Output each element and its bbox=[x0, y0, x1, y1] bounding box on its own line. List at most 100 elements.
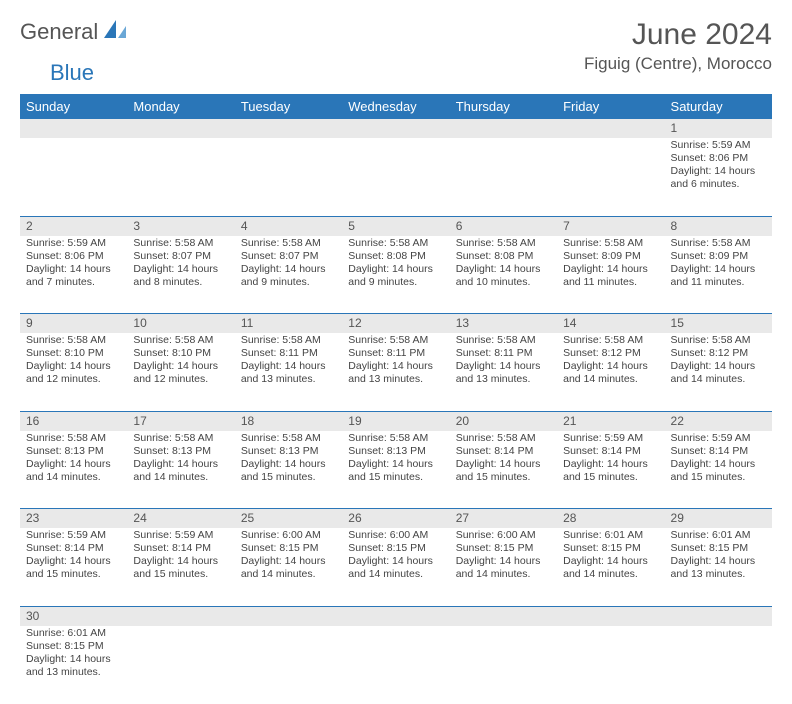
day-data-cell: Sunrise: 5:58 AMSunset: 8:10 PMDaylight:… bbox=[20, 333, 127, 411]
day-number-cell: 7 bbox=[557, 216, 664, 236]
daylight-line: Daylight: 14 hours and 12 minutes. bbox=[133, 360, 228, 386]
weekday-header: Friday bbox=[557, 94, 664, 119]
daylight-line: Daylight: 14 hours and 13 minutes. bbox=[671, 555, 766, 581]
sunset-line: Sunset: 8:14 PM bbox=[671, 445, 766, 458]
sunrise-line: Sunrise: 5:58 AM bbox=[241, 334, 336, 347]
day-data-cell: Sunrise: 6:00 AMSunset: 8:15 PMDaylight:… bbox=[450, 528, 557, 606]
day-number-cell bbox=[342, 606, 449, 626]
day-number-cell bbox=[665, 606, 772, 626]
daylight-line: Daylight: 14 hours and 13 minutes. bbox=[348, 360, 443, 386]
day-data-cell bbox=[450, 138, 557, 216]
daylight-line: Daylight: 14 hours and 14 minutes. bbox=[348, 555, 443, 581]
day-data-cell: Sunrise: 5:58 AMSunset: 8:13 PMDaylight:… bbox=[235, 431, 342, 509]
daylight-line: Daylight: 14 hours and 15 minutes. bbox=[456, 458, 551, 484]
daynum-row: 1 bbox=[20, 119, 772, 138]
daylight-line: Daylight: 14 hours and 14 minutes. bbox=[26, 458, 121, 484]
sunrise-line: Sunrise: 6:00 AM bbox=[348, 529, 443, 542]
day-data-cell bbox=[342, 626, 449, 704]
day-number-cell: 27 bbox=[450, 509, 557, 529]
sunset-line: Sunset: 8:14 PM bbox=[26, 542, 121, 555]
sunset-line: Sunset: 8:08 PM bbox=[348, 250, 443, 263]
sunset-line: Sunset: 8:10 PM bbox=[26, 347, 121, 360]
daylight-line: Daylight: 14 hours and 14 minutes. bbox=[563, 360, 658, 386]
day-data-cell: Sunrise: 5:58 AMSunset: 8:12 PMDaylight:… bbox=[665, 333, 772, 411]
sunset-line: Sunset: 8:15 PM bbox=[26, 640, 121, 653]
day-number-cell: 30 bbox=[20, 606, 127, 626]
day-number-cell bbox=[20, 119, 127, 138]
daylight-line: Daylight: 14 hours and 15 minutes. bbox=[133, 555, 228, 581]
sunrise-line: Sunrise: 6:01 AM bbox=[563, 529, 658, 542]
daylight-line: Daylight: 14 hours and 13 minutes. bbox=[456, 360, 551, 386]
day-data-cell: Sunrise: 5:58 AMSunset: 8:08 PMDaylight:… bbox=[342, 236, 449, 314]
day-data-cell bbox=[342, 138, 449, 216]
daylight-line: Daylight: 14 hours and 14 minutes. bbox=[456, 555, 551, 581]
sunrise-line: Sunrise: 5:58 AM bbox=[348, 432, 443, 445]
sunset-line: Sunset: 8:15 PM bbox=[348, 542, 443, 555]
day-data-row: Sunrise: 5:59 AMSunset: 8:06 PMDaylight:… bbox=[20, 236, 772, 314]
day-number-cell bbox=[235, 119, 342, 138]
sunset-line: Sunset: 8:13 PM bbox=[26, 445, 121, 458]
sunset-line: Sunset: 8:12 PM bbox=[563, 347, 658, 360]
daylight-line: Daylight: 14 hours and 13 minutes. bbox=[241, 360, 336, 386]
daylight-line: Daylight: 14 hours and 10 minutes. bbox=[456, 263, 551, 289]
weekday-header: Tuesday bbox=[235, 94, 342, 119]
daynum-row: 23242526272829 bbox=[20, 509, 772, 529]
sunrise-line: Sunrise: 5:58 AM bbox=[563, 237, 658, 250]
day-data-cell bbox=[127, 626, 234, 704]
logo: General bbox=[20, 18, 130, 45]
day-number-cell: 5 bbox=[342, 216, 449, 236]
daylight-line: Daylight: 14 hours and 15 minutes. bbox=[671, 458, 766, 484]
sunrise-line: Sunrise: 5:59 AM bbox=[133, 529, 228, 542]
day-data-cell: Sunrise: 5:59 AMSunset: 8:14 PMDaylight:… bbox=[557, 431, 664, 509]
day-number-cell bbox=[450, 606, 557, 626]
sunrise-line: Sunrise: 5:58 AM bbox=[241, 237, 336, 250]
day-data-cell bbox=[127, 138, 234, 216]
day-number-cell: 28 bbox=[557, 509, 664, 529]
sunrise-line: Sunrise: 5:58 AM bbox=[348, 334, 443, 347]
day-data-cell: Sunrise: 5:58 AMSunset: 8:11 PMDaylight:… bbox=[235, 333, 342, 411]
weekday-header-row: Sunday Monday Tuesday Wednesday Thursday… bbox=[20, 94, 772, 119]
day-number-cell: 25 bbox=[235, 509, 342, 529]
weekday-header: Sunday bbox=[20, 94, 127, 119]
sunrise-line: Sunrise: 5:58 AM bbox=[456, 237, 551, 250]
day-number-cell: 4 bbox=[235, 216, 342, 236]
daylight-line: Daylight: 14 hours and 15 minutes. bbox=[348, 458, 443, 484]
day-number-cell: 2 bbox=[20, 216, 127, 236]
sunrise-line: Sunrise: 5:58 AM bbox=[456, 432, 551, 445]
day-number-cell bbox=[557, 606, 664, 626]
day-number-cell: 11 bbox=[235, 314, 342, 334]
sunrise-line: Sunrise: 5:59 AM bbox=[671, 139, 766, 152]
daylight-line: Daylight: 14 hours and 14 minutes. bbox=[671, 360, 766, 386]
day-number-cell bbox=[342, 119, 449, 138]
sunset-line: Sunset: 8:06 PM bbox=[26, 250, 121, 263]
sunset-line: Sunset: 8:07 PM bbox=[133, 250, 228, 263]
sunset-line: Sunset: 8:14 PM bbox=[456, 445, 551, 458]
sunrise-line: Sunrise: 5:58 AM bbox=[133, 237, 228, 250]
day-data-cell: Sunrise: 5:58 AMSunset: 8:14 PMDaylight:… bbox=[450, 431, 557, 509]
sunrise-line: Sunrise: 5:58 AM bbox=[456, 334, 551, 347]
sunrise-line: Sunrise: 5:58 AM bbox=[133, 334, 228, 347]
day-number-cell: 16 bbox=[20, 411, 127, 431]
location: Figuig (Centre), Morocco bbox=[584, 54, 772, 74]
daylight-line: Daylight: 14 hours and 6 minutes. bbox=[671, 165, 766, 191]
daynum-row: 16171819202122 bbox=[20, 411, 772, 431]
daylight-line: Daylight: 14 hours and 12 minutes. bbox=[26, 360, 121, 386]
day-number-cell: 15 bbox=[665, 314, 772, 334]
day-number-cell: 9 bbox=[20, 314, 127, 334]
day-data-cell: Sunrise: 6:01 AMSunset: 8:15 PMDaylight:… bbox=[665, 528, 772, 606]
day-number-cell: 26 bbox=[342, 509, 449, 529]
day-data-cell: Sunrise: 6:00 AMSunset: 8:15 PMDaylight:… bbox=[235, 528, 342, 606]
logo-text-blue: Blue bbox=[50, 60, 94, 85]
sunrise-line: Sunrise: 5:58 AM bbox=[671, 334, 766, 347]
sunset-line: Sunset: 8:15 PM bbox=[241, 542, 336, 555]
sunrise-line: Sunrise: 6:00 AM bbox=[456, 529, 551, 542]
daylight-line: Daylight: 14 hours and 9 minutes. bbox=[348, 263, 443, 289]
sunrise-line: Sunrise: 5:58 AM bbox=[348, 237, 443, 250]
day-number-cell: 29 bbox=[665, 509, 772, 529]
sunrise-line: Sunrise: 5:58 AM bbox=[26, 334, 121, 347]
sunrise-line: Sunrise: 5:58 AM bbox=[241, 432, 336, 445]
daylight-line: Daylight: 14 hours and 15 minutes. bbox=[26, 555, 121, 581]
sunrise-line: Sunrise: 5:58 AM bbox=[133, 432, 228, 445]
day-number-cell: 6 bbox=[450, 216, 557, 236]
sunset-line: Sunset: 8:15 PM bbox=[456, 542, 551, 555]
